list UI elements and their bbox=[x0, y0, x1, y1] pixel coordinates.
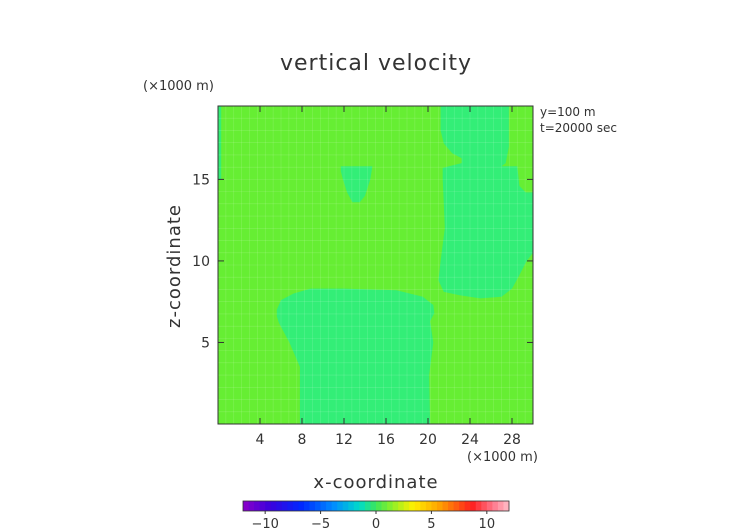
colorbar-segment bbox=[370, 501, 377, 511]
left-edge-region bbox=[218, 106, 222, 180]
colorbar-segment bbox=[475, 501, 482, 511]
colorbar-segment bbox=[320, 501, 327, 511]
colorbar-segment bbox=[459, 501, 466, 511]
colorbar-ticks: −10 −5 0 5 10 bbox=[251, 511, 495, 532]
x-axis-unit: (×1000 m) bbox=[467, 450, 538, 465]
y-axis-unit: (×1000 m) bbox=[143, 79, 214, 94]
center-top-bubble bbox=[340, 166, 373, 203]
colorbar-segment bbox=[342, 501, 349, 511]
upper-right-region bbox=[438, 106, 533, 299]
colorbar-segment bbox=[303, 501, 310, 511]
colorbar-segment bbox=[281, 501, 288, 511]
colorbar-segment bbox=[425, 501, 432, 511]
colorbar-segment bbox=[348, 501, 355, 511]
x-axis-ticks: 4 8 12 16 20 24 28 bbox=[256, 106, 521, 448]
colorbar-segment bbox=[292, 501, 299, 511]
colorbar-segment bbox=[270, 501, 277, 511]
x-axis-label: x-coordinate bbox=[313, 472, 438, 493]
colorbar-segment bbox=[243, 501, 249, 511]
colorbar-segment bbox=[353, 501, 360, 511]
annotation-y-position: y=100 m bbox=[540, 105, 596, 119]
colorbar-segment bbox=[453, 501, 460, 511]
y-tick-label: 15 bbox=[192, 172, 210, 188]
colorbar-segment bbox=[409, 501, 416, 511]
colorbar-segment bbox=[364, 501, 371, 511]
colorbar-segment bbox=[448, 501, 454, 511]
colorbar-segment bbox=[436, 501, 443, 511]
colorbar-segment bbox=[431, 501, 438, 511]
colorbar-segment bbox=[387, 501, 394, 511]
colorbar-segment bbox=[315, 501, 321, 511]
colorbar-segment bbox=[337, 501, 344, 511]
colorbar-tick-label: −10 bbox=[251, 517, 278, 532]
x-tick-label: 8 bbox=[298, 432, 307, 448]
x-tick-label: 16 bbox=[377, 432, 395, 448]
colorbar-tick-label: 5 bbox=[427, 517, 435, 532]
colorbar-tick-label: 10 bbox=[479, 517, 496, 532]
colorbar-segment bbox=[442, 501, 449, 511]
colorbar-segment bbox=[503, 501, 510, 511]
colorbar-segment bbox=[398, 501, 405, 511]
center-lower-region bbox=[276, 288, 435, 424]
colorbar-segment bbox=[414, 501, 421, 511]
colorbar-segment bbox=[492, 501, 499, 511]
colorbar bbox=[242, 500, 510, 512]
y-axis-label: z-coordinate bbox=[164, 204, 185, 328]
x-tick-label: 4 bbox=[256, 432, 265, 448]
colorbar-segment bbox=[276, 501, 283, 511]
colorbar-tick-label: −5 bbox=[311, 517, 330, 532]
colorbar-segment bbox=[259, 501, 266, 511]
colorbar-segment bbox=[376, 501, 382, 511]
colorbar-segment bbox=[287, 501, 294, 511]
colorbar-segment bbox=[392, 501, 399, 511]
x-tick-label: 20 bbox=[419, 432, 437, 448]
colorbar-segment bbox=[359, 501, 366, 511]
y-tick-label: 5 bbox=[201, 335, 210, 351]
x-tick-label: 12 bbox=[335, 432, 353, 448]
colorbar-segment bbox=[486, 501, 493, 511]
colorbar-segment bbox=[403, 501, 410, 511]
colorbar-segment bbox=[464, 501, 471, 511]
y-tick-label: 10 bbox=[192, 254, 210, 270]
x-tick-label: 28 bbox=[503, 432, 521, 448]
colorbar-tick-label: 0 bbox=[372, 517, 380, 532]
colorbar-segment bbox=[298, 501, 305, 511]
colorbar-segment bbox=[497, 501, 504, 511]
colorbar-segment bbox=[309, 501, 316, 511]
y-axis-ticks: 5 10 15 bbox=[192, 172, 533, 351]
colorbar-segment bbox=[331, 501, 338, 511]
colorbar-segment bbox=[420, 501, 427, 511]
colorbar-segment bbox=[481, 501, 488, 511]
colorbar-segment bbox=[265, 501, 272, 511]
colorbar-segment bbox=[381, 501, 388, 511]
colorbar-segment bbox=[326, 501, 333, 511]
right-edge-bubble bbox=[517, 166, 533, 193]
plot-frame bbox=[217, 105, 534, 425]
colorbar-segment bbox=[248, 501, 255, 511]
colorbar-segment bbox=[254, 501, 261, 511]
x-tick-label: 24 bbox=[461, 432, 479, 448]
colorbar-segment bbox=[470, 501, 477, 511]
contour-fill-layer bbox=[218, 106, 533, 424]
annotation-time: t=20000 sec bbox=[540, 121, 617, 135]
grid-lines bbox=[218, 106, 533, 424]
chart-title: vertical velocity bbox=[280, 51, 472, 76]
